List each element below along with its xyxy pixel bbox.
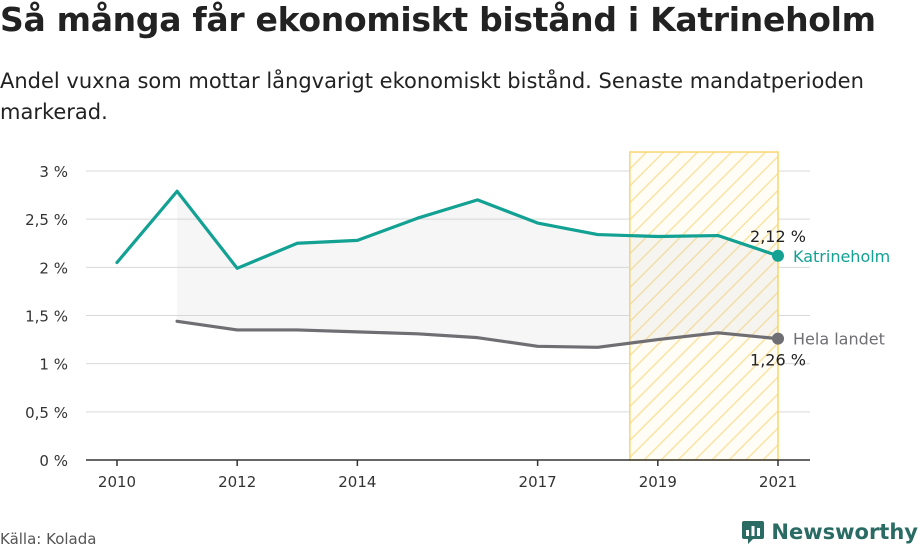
chart-title: Så många får ekonomiskt bistånd i Katrin…: [0, 0, 876, 39]
series-line: [115, 189, 780, 270]
series-line: [175, 319, 780, 349]
y-tick-label: 0 %: [39, 452, 68, 470]
chart-subtitle: Andel vuxna som mottar långvarigt ekonom…: [0, 69, 864, 124]
x-tick-label: 2017: [519, 473, 557, 491]
legend-label: Katrineholm: [793, 247, 890, 266]
x-tick-label: 2019: [639, 473, 677, 491]
y-tick-label: 2 %: [39, 259, 68, 277]
y-tick-label: 1 %: [39, 356, 68, 374]
y-tick-label: 0,5 %: [25, 404, 68, 422]
gap-area: [177, 191, 778, 348]
x-tick-label: 2012: [218, 473, 256, 491]
legend-label: Hela landet: [793, 330, 885, 349]
end-point: [772, 249, 784, 262]
data-label: 1,26 %: [750, 351, 806, 370]
y-tick-label: 3 %: [39, 163, 68, 181]
source-note: Källa: Kolada: [0, 530, 97, 548]
x-tick-label: 2014: [338, 473, 376, 491]
bar-chart-icon: [742, 521, 765, 544]
y-tick-label: 1,5 %: [25, 308, 68, 326]
newsworthy-logo[interactable]: Newsworthy: [741, 519, 918, 545]
x-tick-label: 2021: [759, 473, 797, 491]
data-label: 2,12 %: [750, 227, 806, 246]
brand-name: Newsworthy: [771, 520, 918, 544]
x-tick-label: 2010: [98, 473, 136, 491]
y-tick-label: 2,5 %: [25, 211, 68, 229]
end-point: [772, 332, 784, 345]
